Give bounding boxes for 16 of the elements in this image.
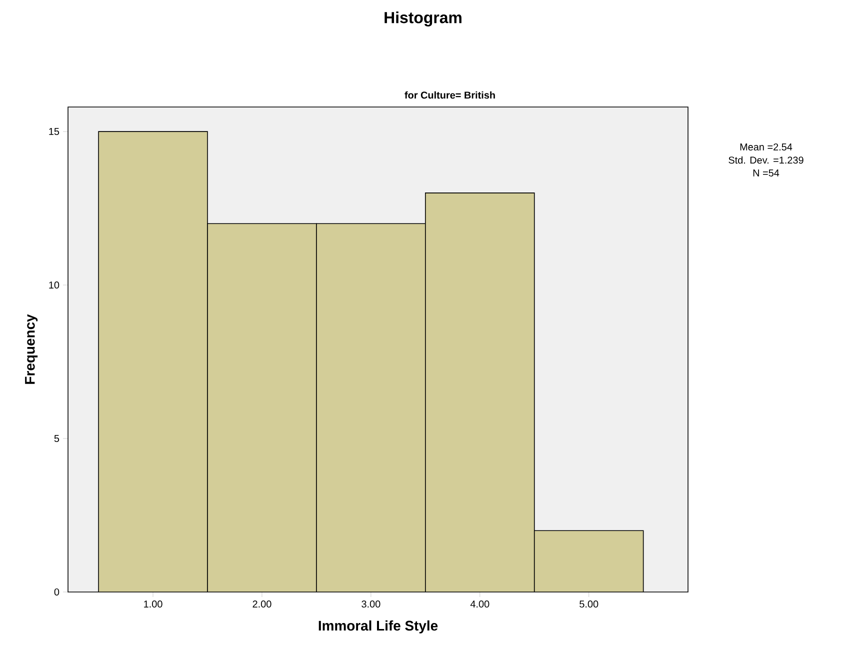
chart-title: Histogram [384, 12, 462, 26]
y-tick-label: 5 [54, 435, 60, 442]
y-tick-label: 0 [54, 588, 60, 596]
y-tick-label: 10 [49, 282, 60, 289]
x-axis-title: Immoral Life Style [318, 620, 438, 634]
x-tick-label: 5.00 [580, 600, 598, 608]
x-tick-label: 1.00 [144, 600, 162, 608]
x-tick-label: 3.00 [362, 600, 380, 608]
text: N =54 [753, 170, 780, 176]
chart-subtitle: for Culture= British [404, 91, 495, 99]
x-tick-label: 2.00 [252, 600, 272, 608]
y-tick-label: 15 [49, 128, 60, 136]
text: Mean =2.54 [740, 143, 792, 151]
y-axis-title: Frequency [25, 314, 38, 384]
x-tick-label: 4.00 [470, 600, 490, 608]
text: Std. Dev. =1.239 [728, 156, 804, 164]
